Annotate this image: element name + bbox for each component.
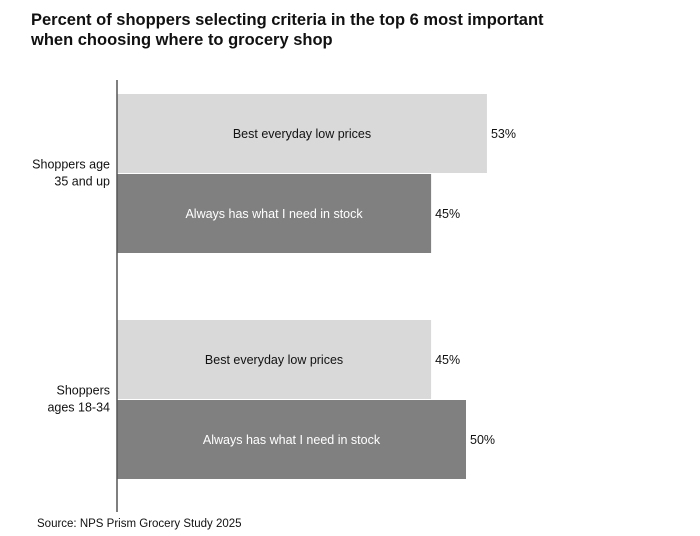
bar xyxy=(117,174,432,253)
group-label-line: 35 and up xyxy=(54,175,110,189)
value-label: 50% xyxy=(470,433,495,447)
bar xyxy=(117,94,487,173)
bar xyxy=(117,320,432,399)
group-label-line: Shoppers age xyxy=(32,158,110,172)
group-label-line: Shoppers xyxy=(56,384,110,398)
bar xyxy=(117,400,466,479)
group-label-line: ages 18-34 xyxy=(47,401,110,415)
bar-label: Best everyday low prices xyxy=(205,353,343,367)
bar-label: Best everyday low prices xyxy=(233,127,371,141)
bar-label: Always has what I need in stock xyxy=(185,207,363,221)
value-label: 45% xyxy=(435,353,460,367)
group-label: Shoppers age 35 and up xyxy=(32,158,110,189)
chart-title: Percent of shoppers selecting criteria i… xyxy=(31,11,544,49)
labels-layer: Best everyday low prices 53% Always has wh… xyxy=(32,127,516,447)
source-note: Source: NPS Prism Grocery Study 2025 xyxy=(37,518,242,530)
bar-label: Always has what I need in stock xyxy=(203,433,381,447)
group-label: Shoppers ages 18-34 xyxy=(47,384,110,415)
value-label: 53% xyxy=(491,127,516,141)
value-label: 45% xyxy=(435,207,460,221)
bars-layer xyxy=(117,94,487,479)
